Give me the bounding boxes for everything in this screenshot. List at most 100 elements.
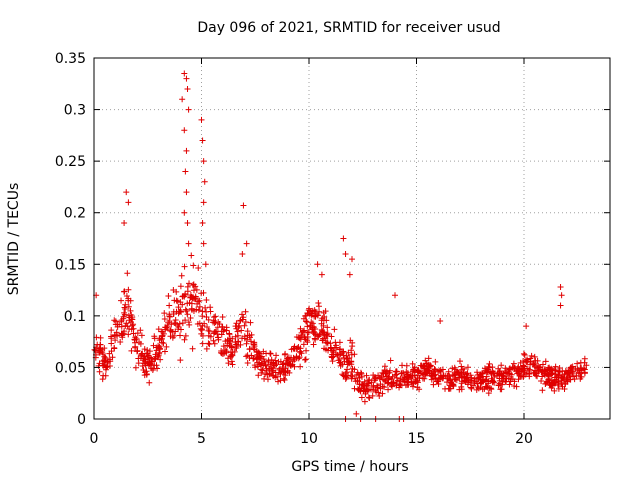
- data-point: [437, 367, 444, 374]
- data-point: [155, 350, 162, 357]
- data-point: [231, 348, 238, 355]
- data-point: [202, 304, 209, 311]
- data-point: [142, 358, 149, 365]
- data-point: [308, 312, 315, 319]
- data-point: [103, 363, 110, 370]
- data-point: [101, 357, 108, 364]
- data-point: [405, 381, 412, 388]
- data-point: [177, 357, 184, 364]
- data-point: [349, 256, 355, 263]
- data-point: [358, 373, 365, 380]
- data-point: [498, 386, 505, 393]
- data-point: [328, 333, 335, 340]
- data-point: [161, 310, 168, 317]
- data-point: [203, 296, 210, 303]
- data-point: [213, 328, 220, 335]
- data-point: [99, 358, 106, 365]
- data-point: [397, 375, 404, 382]
- data-point: [229, 335, 236, 342]
- data-point: [422, 357, 429, 364]
- data-point: [358, 384, 365, 391]
- data-point: [243, 340, 250, 347]
- data-point: [119, 331, 126, 338]
- plot-frame: [93, 57, 611, 420]
- chart-title: Day 096 of 2021, SRMTID for receiver usu…: [197, 20, 500, 36]
- data-point: [315, 333, 322, 340]
- data-point: [361, 385, 368, 392]
- data-point: [218, 350, 225, 357]
- data-point: [198, 327, 205, 334]
- data-point: [251, 346, 258, 353]
- data-point: [139, 350, 146, 357]
- data-point: [106, 350, 113, 357]
- data-point: [577, 359, 584, 366]
- data-point: [340, 235, 347, 242]
- data-point: [502, 378, 509, 385]
- data-point: [166, 313, 173, 320]
- data-point: [358, 394, 365, 401]
- data-point: [176, 308, 183, 315]
- data-point: [177, 283, 184, 290]
- data-point: [527, 355, 534, 362]
- data-point: [169, 334, 176, 341]
- data-point: [125, 286, 132, 293]
- data-point: [139, 363, 146, 370]
- y-axis: 0 0.05 0.1 0.15 0.2 0.25 0.3 0.35: [55, 51, 610, 428]
- data-point: [531, 360, 538, 367]
- data-point: [539, 361, 546, 368]
- data-point: [204, 323, 211, 330]
- data-point: [552, 363, 559, 370]
- data-point: [464, 381, 471, 388]
- data-point: [548, 365, 555, 372]
- grid: [94, 58, 610, 419]
- data-point: [348, 368, 355, 375]
- data-point: [127, 307, 134, 314]
- data-point: [471, 379, 478, 386]
- data-point: [222, 346, 229, 353]
- data-point: [342, 376, 349, 383]
- data-point: [318, 271, 325, 278]
- data-point: [196, 303, 203, 310]
- data-point: [398, 370, 405, 377]
- data-point: [354, 385, 361, 392]
- data-point: [414, 384, 421, 391]
- data-point: [266, 370, 273, 377]
- data-point: [332, 339, 339, 346]
- data-point: [323, 331, 330, 338]
- data-point: [379, 390, 386, 397]
- data-point: [434, 378, 441, 385]
- data-point: [121, 304, 128, 311]
- data-point: [199, 220, 206, 227]
- data-point: [498, 370, 505, 377]
- data-point: [233, 320, 240, 327]
- data-point: [527, 358, 534, 365]
- data-point: [118, 323, 125, 330]
- data-point: [286, 361, 293, 368]
- data-point: [187, 314, 194, 321]
- data-point: [123, 293, 130, 300]
- data-point: [539, 367, 546, 374]
- data-point: [373, 382, 380, 389]
- data-point: [128, 347, 135, 354]
- data-point: [147, 361, 154, 368]
- data-point: [297, 363, 304, 370]
- data-point: [200, 199, 207, 206]
- data-point: [132, 344, 139, 351]
- data-point: [96, 360, 103, 367]
- data-point: [353, 410, 360, 417]
- data-point: [219, 350, 226, 357]
- data-point: [121, 311, 128, 318]
- data-point: [239, 311, 246, 318]
- data-point: [398, 382, 405, 389]
- y-tick-label: 0.3: [64, 103, 86, 119]
- data-point: [445, 368, 452, 375]
- data-point: [311, 335, 318, 342]
- data-point: [263, 365, 270, 372]
- data-point: [172, 328, 179, 335]
- data-point: [365, 394, 372, 401]
- data-point: [557, 283, 564, 290]
- data-point: [120, 315, 127, 322]
- data-point: [184, 85, 191, 92]
- data-point: [200, 158, 207, 165]
